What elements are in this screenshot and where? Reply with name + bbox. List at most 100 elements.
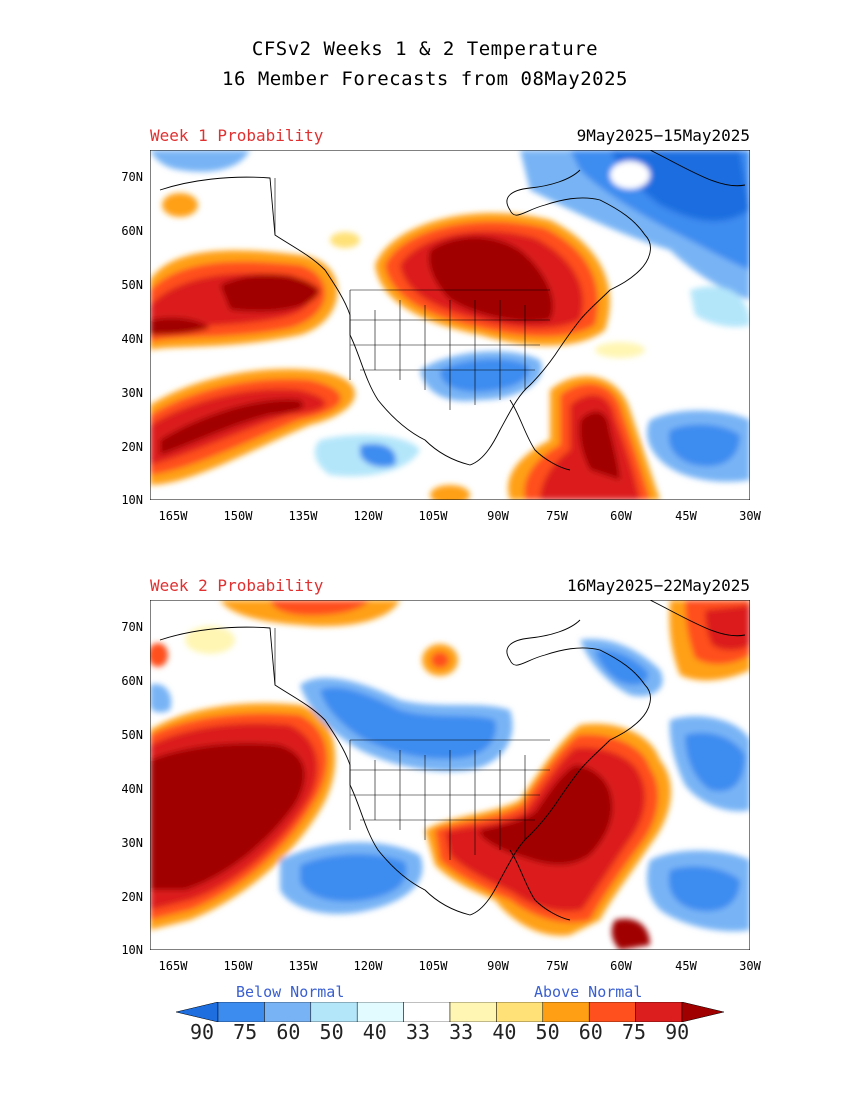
colorbar-swatch xyxy=(496,1002,544,1022)
lon-tick: 120W xyxy=(353,959,383,973)
warm-region xyxy=(150,643,168,667)
legend-value: 33 xyxy=(449,1020,474,1044)
warm-region xyxy=(430,485,470,500)
lon-tick: 75W xyxy=(546,959,568,973)
warm-region xyxy=(185,626,235,654)
cool-region xyxy=(360,443,396,467)
lon-tick: 105W xyxy=(418,959,448,973)
warm-region xyxy=(162,193,198,217)
warm-region xyxy=(428,236,554,322)
cool-region xyxy=(690,286,750,327)
legend-value: 33 xyxy=(405,1020,431,1044)
cool-region xyxy=(300,854,407,902)
colorbar-swatch xyxy=(635,1002,683,1022)
us-border xyxy=(349,289,550,410)
lon-tick: 30W xyxy=(739,509,761,523)
legend-below-label: Below Normal xyxy=(236,983,345,1001)
lat-tick: 20N xyxy=(121,440,143,454)
lon-tick: 45W xyxy=(675,959,697,973)
cool-region xyxy=(150,150,250,172)
legend-value: 60 xyxy=(578,1020,603,1044)
lat-tick: 70N xyxy=(121,170,143,184)
colorbar-swatch xyxy=(681,1002,724,1022)
legend-value: 40 xyxy=(492,1020,517,1044)
coastline xyxy=(159,619,651,916)
lon-tick: 165W xyxy=(158,959,188,973)
coastline xyxy=(509,399,571,471)
colorbar-swatch xyxy=(176,1002,219,1022)
warm-region xyxy=(431,652,449,668)
lon-tick: 105W xyxy=(418,509,448,523)
legend-value: 50 xyxy=(535,1020,560,1044)
lon-tick: 30W xyxy=(739,959,761,973)
lat-tick: 40N xyxy=(121,782,143,796)
legend-value: 90 xyxy=(189,1020,215,1044)
legend-value: 75 xyxy=(621,1020,647,1044)
warm-region xyxy=(150,274,320,335)
week2-map xyxy=(150,600,750,950)
legend-value: 50 xyxy=(319,1020,344,1044)
lon-tick: 75W xyxy=(546,509,568,523)
lat-tick: 60N xyxy=(121,674,143,688)
lat-tick: 20N xyxy=(121,890,143,904)
colorbar-swatch xyxy=(217,1002,265,1022)
legend-value: 40 xyxy=(362,1020,387,1044)
week1-map xyxy=(150,150,750,500)
lon-tick: 135W xyxy=(288,959,318,973)
lat-tick: 60N xyxy=(121,224,143,238)
week1-dates: 9May2025−15May2025 xyxy=(576,126,750,145)
coastline xyxy=(159,169,651,466)
legend-value: 90 xyxy=(665,1020,690,1044)
warm-region xyxy=(270,600,370,616)
lon-tick: 90W xyxy=(487,509,509,523)
coastline xyxy=(649,600,746,637)
coastline xyxy=(509,849,571,921)
lon-tick: 165W xyxy=(158,509,188,523)
lon-tick: 150W xyxy=(223,509,253,523)
lon-tick: 150W xyxy=(223,959,253,973)
warm-region xyxy=(611,918,650,950)
lon-tick: 120W xyxy=(353,509,383,523)
title-line-1: CFSv2 Weeks 1 & 2 Temperature xyxy=(251,38,599,60)
cool-region xyxy=(320,687,496,759)
cool-region xyxy=(595,649,649,685)
warm-region xyxy=(330,232,360,248)
lat-tick: 40N xyxy=(121,332,143,346)
legend-above-label: Above Normal xyxy=(534,983,643,1001)
lat-tick: 10N xyxy=(121,943,143,957)
cool-region xyxy=(668,866,740,912)
lat-tick: 30N xyxy=(121,836,143,850)
cool-region xyxy=(668,424,740,467)
warm-region xyxy=(480,765,613,865)
colorbar-swatch xyxy=(542,1002,590,1022)
colorbar-swatch xyxy=(449,1002,497,1022)
cool-region xyxy=(440,358,530,392)
color-bar xyxy=(176,1002,724,1022)
lon-tick: 45W xyxy=(675,509,697,523)
week1-label: Week 1 Probability xyxy=(150,126,324,145)
colorbar-swatch xyxy=(588,1002,636,1022)
lon-tick: 135W xyxy=(288,509,318,523)
cool-region xyxy=(685,732,745,792)
lon-tick: 60W xyxy=(610,959,632,973)
title-line-2: 16 Member Forecasts from 08May2025 xyxy=(222,68,628,90)
lat-tick: 10N xyxy=(121,493,143,507)
colorbar-swatch xyxy=(310,1002,358,1022)
coastline xyxy=(649,150,746,187)
legend-value: 60 xyxy=(276,1020,301,1044)
lat-tick: 50N xyxy=(121,728,143,742)
warm-region xyxy=(595,342,645,358)
lat-tick: 50N xyxy=(121,278,143,292)
warm-region xyxy=(150,743,305,890)
lat-tick: 30N xyxy=(121,386,143,400)
warm-region xyxy=(160,399,304,455)
lon-tick: 60W xyxy=(610,509,632,523)
legend-value: 75 xyxy=(233,1020,258,1044)
lat-tick: 70N xyxy=(121,620,143,634)
colorbar-swatch xyxy=(264,1002,312,1022)
colorbar-swatch xyxy=(403,1002,451,1022)
us-border xyxy=(349,739,550,860)
warm-region xyxy=(705,605,750,651)
cool-region xyxy=(150,684,172,713)
warm-region xyxy=(579,411,620,480)
